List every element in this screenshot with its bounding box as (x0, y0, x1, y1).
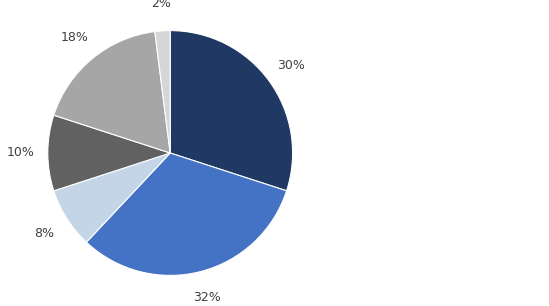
Wedge shape (54, 153, 170, 242)
Legend: Pharmaceuticals, Clinical consumables, General consumables, Complex prostheses, : Pharmaceuticals, Clinical consumables, G… (346, 95, 491, 211)
Text: 30%: 30% (277, 59, 305, 72)
Text: 10%: 10% (7, 147, 35, 159)
Text: 8%: 8% (34, 226, 54, 240)
Text: 2%: 2% (151, 0, 171, 10)
Wedge shape (86, 153, 287, 275)
Text: 32%: 32% (193, 291, 221, 304)
Wedge shape (155, 31, 170, 153)
Wedge shape (48, 115, 170, 191)
Text: 18%: 18% (61, 32, 89, 44)
Wedge shape (170, 31, 293, 191)
Wedge shape (54, 32, 170, 153)
